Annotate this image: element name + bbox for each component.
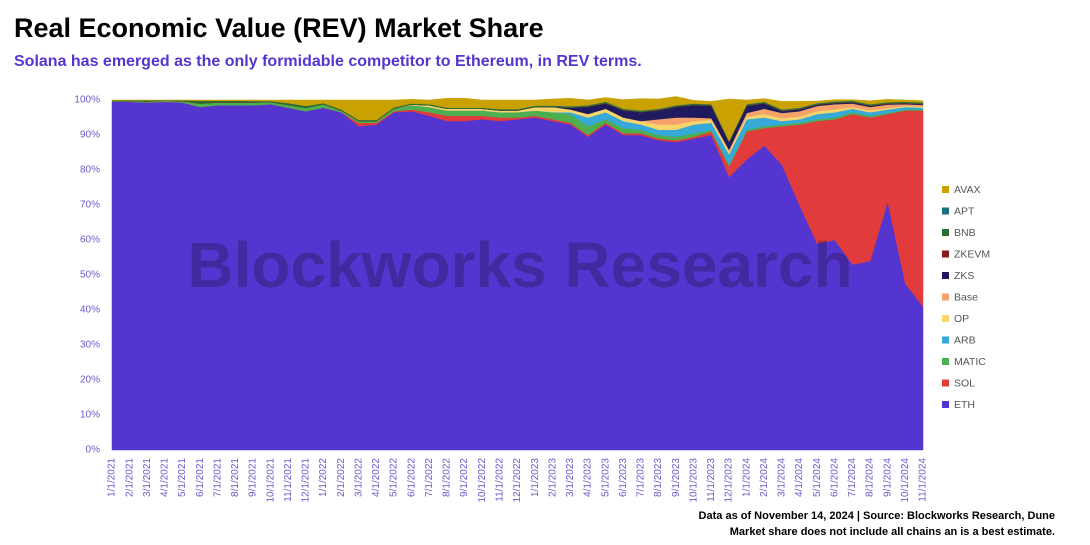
- x-tick-label: 9/1/2021: [248, 458, 259, 497]
- legend-label: ZKEVM: [954, 248, 990, 260]
- x-tick-label: 3/1/2023: [565, 458, 576, 497]
- x-tick-label: 3/1/2024: [777, 458, 788, 497]
- legend-swatch: [942, 207, 949, 215]
- x-tick-label: 8/1/2024: [865, 458, 876, 497]
- y-tick-label: 0%: [86, 445, 101, 456]
- x-tick-label: 8/1/2022: [442, 458, 453, 497]
- y-tick-label: 40%: [80, 305, 100, 316]
- x-tick-label: 10/1/2021: [265, 458, 276, 503]
- y-tick-label: 70%: [80, 200, 100, 211]
- note: Data as of November 14, 2024 | Source: B…: [699, 510, 1055, 522]
- legend-swatch: [942, 229, 949, 236]
- x-tick-label: 9/1/2022: [459, 458, 470, 497]
- y-tick-label: 80%: [80, 165, 100, 176]
- legend-label: SOL: [954, 377, 975, 389]
- x-tick-label: 1/1/2021: [107, 458, 118, 497]
- chart-subtitle: Solana has emerged as the only formidabl…: [14, 53, 642, 70]
- legend-swatch: [942, 315, 949, 322]
- x-tick-label: 1/1/2023: [530, 458, 541, 497]
- note: Market share does not include all chains…: [730, 526, 1055, 538]
- y-tick-label: 50%: [80, 270, 100, 281]
- y-tick-label: 20%: [80, 375, 100, 386]
- y-tick-label: 60%: [80, 235, 100, 246]
- legend-swatch: [942, 401, 949, 408]
- x-tick-label: 5/1/2024: [812, 458, 823, 497]
- x-tick-label: 6/1/2024: [829, 458, 840, 497]
- x-tick-label: 3/1/2022: [353, 458, 364, 497]
- x-tick-label: 7/1/2023: [636, 458, 647, 497]
- x-tick-label: 7/1/2024: [847, 458, 858, 497]
- legend-label: BNB: [954, 227, 976, 239]
- legend-swatch: [942, 272, 949, 279]
- legend-swatch: [942, 250, 949, 258]
- x-tick-label: 11/1/2022: [495, 458, 506, 502]
- x-tick-label: 8/1/2023: [653, 458, 664, 497]
- x-tick-label: 4/1/2022: [371, 458, 382, 497]
- legend-label: AVAX: [954, 184, 980, 196]
- x-tick-label: 9/1/2023: [671, 458, 682, 497]
- chart-title: Real Economic Value (REV) Market Share: [14, 13, 544, 43]
- x-tick-label: 4/1/2021: [160, 458, 171, 497]
- x-tick-label: 4/1/2023: [583, 458, 594, 497]
- x-tick-label: 2/1/2024: [759, 458, 770, 497]
- legend-label: APT: [954, 205, 975, 217]
- x-tick-label: 7/1/2022: [424, 458, 435, 497]
- x-tick-label: 9/1/2024: [882, 458, 893, 497]
- area: [111, 96, 924, 142]
- x-tick-label: 6/1/2021: [195, 458, 206, 497]
- x-tick-label: 2/1/2022: [336, 458, 347, 497]
- x-tick-label: 2/1/2023: [547, 458, 558, 497]
- legend-label: ARB: [954, 334, 976, 346]
- x-tick-label: 5/1/2021: [177, 458, 188, 497]
- x-tick-label: 4/1/2024: [794, 458, 805, 497]
- legend-swatch: [942, 186, 949, 193]
- x-tick-label: 2/1/2021: [124, 458, 135, 497]
- x-tick-label: 3/1/2021: [142, 458, 153, 497]
- x-tick-label: 11/1/2024: [918, 458, 929, 502]
- x-tick-label: 5/1/2023: [600, 458, 611, 497]
- x-tick-label: 11/1/2021: [283, 458, 294, 502]
- legend-label: ETH: [954, 399, 975, 411]
- legend-swatch: [942, 379, 949, 387]
- legend-label: OP: [954, 313, 969, 325]
- y-tick-label: 90%: [80, 130, 100, 141]
- x-tick-label: 12/1/2023: [724, 458, 735, 503]
- x-tick-label: 1/1/2022: [318, 458, 329, 497]
- x-tick-label: 12/1/2022: [512, 458, 523, 503]
- watermark: Blockworks Research: [187, 229, 852, 301]
- x-tick-label: 8/1/2021: [230, 458, 241, 497]
- x-tick-label: 10/1/2024: [900, 458, 911, 503]
- y-tick-label: 10%: [80, 410, 100, 421]
- y-tick-label: 100%: [74, 95, 100, 106]
- x-tick-label: 6/1/2022: [406, 458, 417, 497]
- y-tick-label: 30%: [80, 340, 100, 351]
- x-tick-label: 6/1/2023: [618, 458, 629, 497]
- legend-swatch: [942, 293, 949, 301]
- x-tick-label: 12/1/2021: [301, 458, 312, 503]
- x-tick-label: 10/1/2023: [688, 458, 699, 503]
- plot-area: [111, 96, 924, 451]
- legend-label: MATIC: [954, 356, 986, 368]
- x-tick-label: 7/1/2021: [212, 458, 223, 497]
- legend-label: Base: [954, 291, 978, 303]
- x-tick-label: 1/1/2024: [741, 458, 752, 497]
- legend-label: ZKS: [954, 270, 974, 282]
- x-tick-label: 10/1/2022: [477, 458, 488, 503]
- x-tick-label: 5/1/2022: [389, 458, 400, 497]
- x-tick-label: 11/1/2023: [706, 458, 717, 502]
- legend-swatch: [942, 336, 949, 344]
- legend-swatch: [942, 358, 949, 365]
